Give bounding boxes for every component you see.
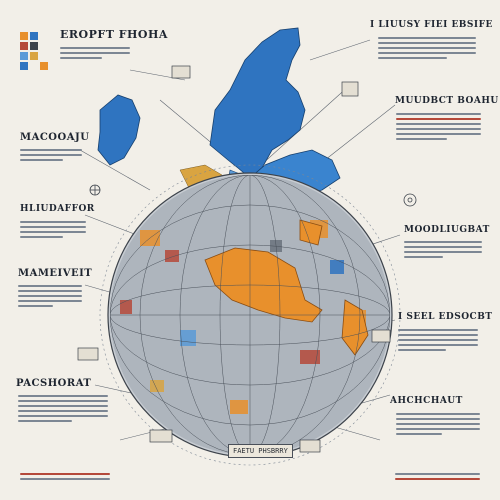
heading-top-right: I LIUUSY FIEI EBSIFE — [370, 20, 493, 30]
sketch-icons — [77, 65, 391, 453]
heading-top-left: EROPFT FHOHA — [60, 28, 168, 41]
text-block-bottom-right — [395, 470, 480, 483]
heading-right-4: AHCHCHAUT — [390, 396, 463, 406]
text-block-top-right — [378, 34, 476, 62]
bottom-caption: FAETU PHSBRRY — [228, 444, 293, 458]
compass-icon — [89, 184, 101, 196]
text-block-right-4 — [396, 410, 480, 438]
text-block-mid-right-1 — [396, 110, 481, 143]
heading-left-3: MAMEIVEIT — [18, 268, 93, 279]
text-block-bottom-left — [20, 470, 110, 483]
heading-left-4: PACSHORAT — [16, 378, 92, 389]
text-block-left-1 — [20, 146, 82, 164]
heading-left-2: HLIUDAFFOR — [20, 204, 95, 214]
text-block-left-4 — [18, 392, 108, 425]
text-block-top-left — [60, 44, 130, 62]
heading-right-3: I SEEL EDSOCBT — [398, 312, 493, 322]
heading-mid-right-2: MOODLIUGBAT — [404, 225, 490, 235]
text-block-right-3 — [398, 326, 478, 354]
globe-icon — [99, 164, 401, 466]
heading-mid-right-1: MUUDBCT BOAHU — [395, 96, 499, 106]
text-block-mid-right-2 — [404, 238, 482, 261]
gear-icon — [403, 193, 417, 207]
legend-swatch-icon — [20, 32, 48, 70]
heading-left-1: MACOOAJU — [20, 132, 90, 143]
text-block-left-3 — [18, 282, 82, 310]
text-block-left-2 — [20, 218, 86, 241]
